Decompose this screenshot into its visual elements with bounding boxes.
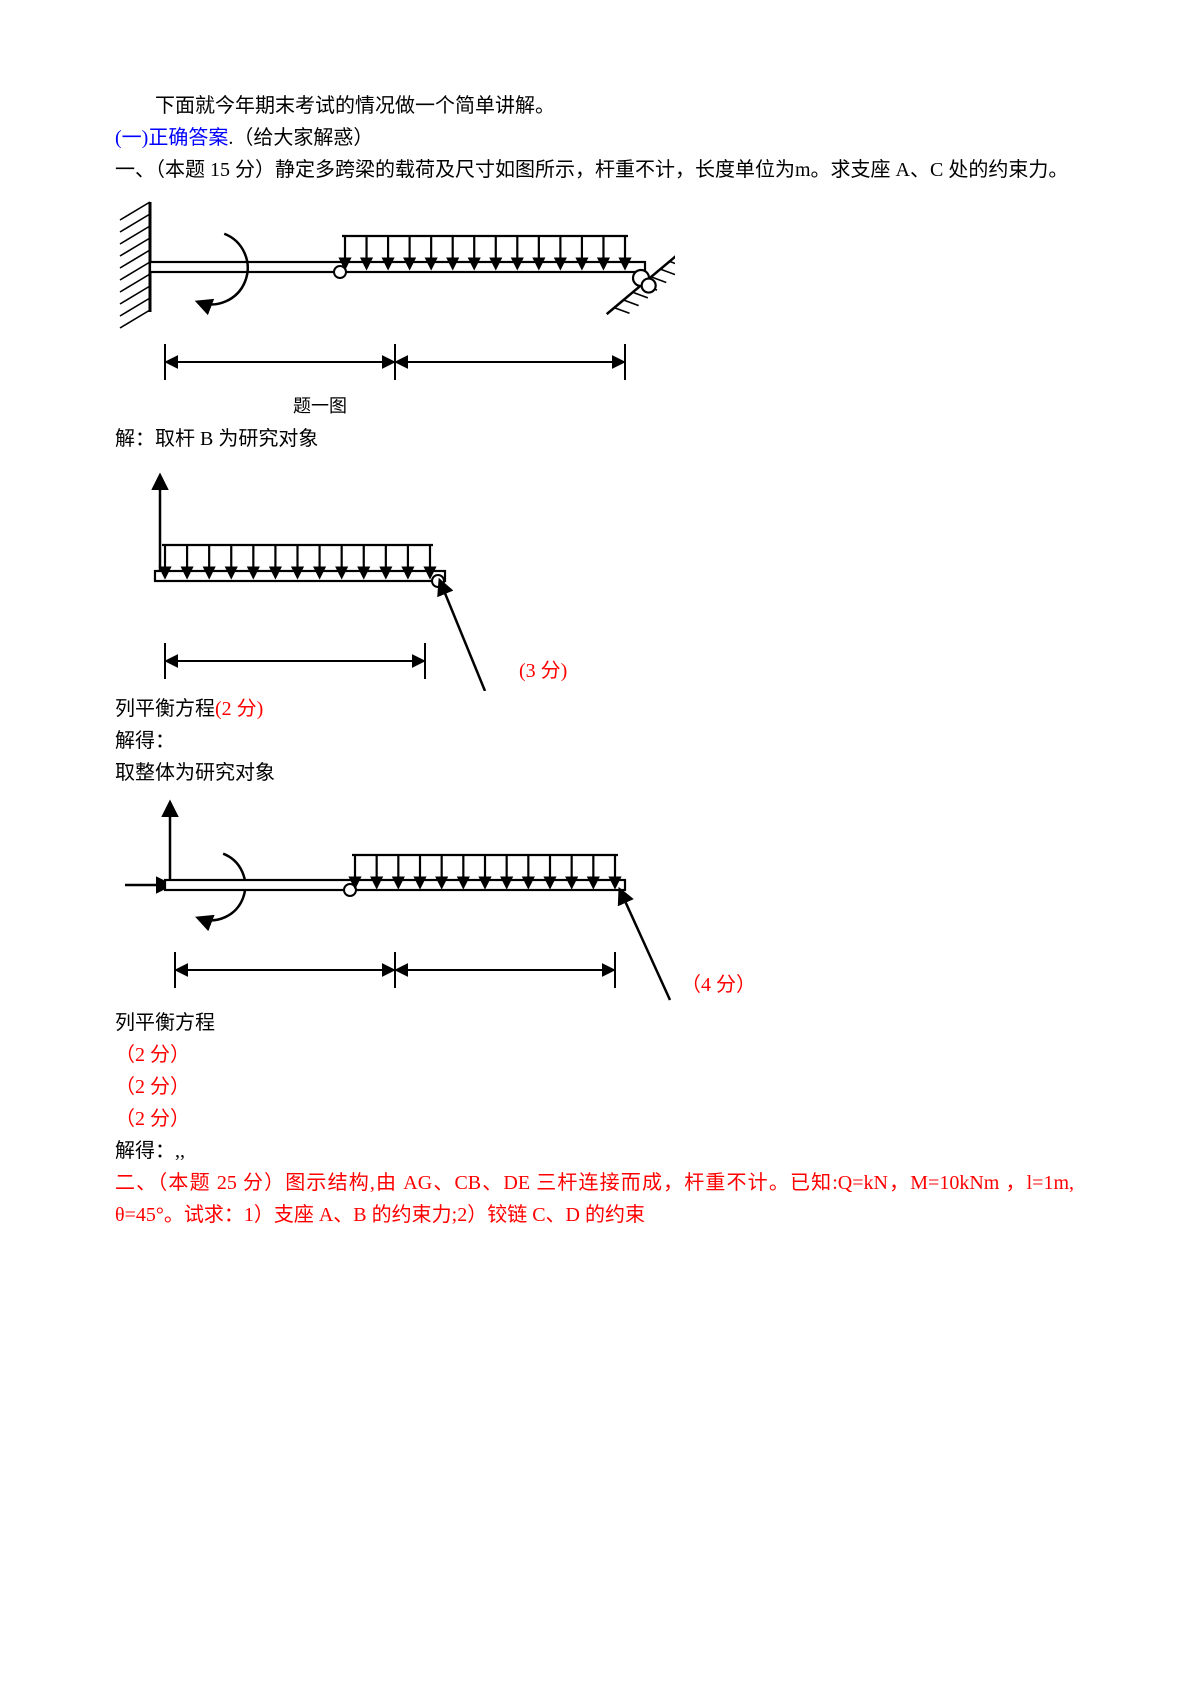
section-number: (一): [115, 127, 148, 149]
section-title: 正确答案: [148, 127, 228, 149]
score-4: （4 分）: [681, 969, 756, 1001]
question-2-text: 二、（本题 25 分）图示结构,由 AG、CB、DE 三杆连接而成，杆重不计。已…: [115, 1167, 1074, 1231]
section-1-heading: (一)正确答案.（给大家解惑）: [115, 122, 1074, 154]
solution-result-2: 解得：,,: [115, 1135, 1074, 1167]
solution-step-1: 解：取杆 B 为研究对象: [115, 423, 1074, 455]
solution-step-2: 列平衡方程(2 分): [115, 693, 1074, 725]
score-2a: （2 分）: [115, 1039, 1074, 1071]
score-3: (3 分): [519, 655, 567, 687]
intro-text: 下面就今年期末考试的情况做一个简单讲解。: [115, 90, 1074, 122]
solution-step-4: 列平衡方程: [115, 1007, 1074, 1039]
score-2c: （2 分）: [115, 1103, 1074, 1135]
figure-1-caption: 题一图: [115, 392, 525, 421]
section-subtitle: （给大家解惑）: [233, 127, 373, 149]
question-1-text: 一、（本题 15 分）静定多跨梁的载荷及尺寸如图所示，杆重不计，长度单位为m。求…: [115, 154, 1074, 186]
score-2b: （2 分）: [115, 1071, 1074, 1103]
figure-3: （4 分）: [115, 795, 1074, 1005]
equilibrium-label: 列平衡方程: [115, 698, 215, 720]
figure-2: (3 分): [115, 461, 1074, 691]
score-2: (2 分): [215, 698, 263, 720]
solution-result-1: 解得：: [115, 725, 1074, 757]
solution-step-3: 取整体为研究对象: [115, 757, 1074, 789]
figure-1: 题一图: [115, 192, 1074, 421]
